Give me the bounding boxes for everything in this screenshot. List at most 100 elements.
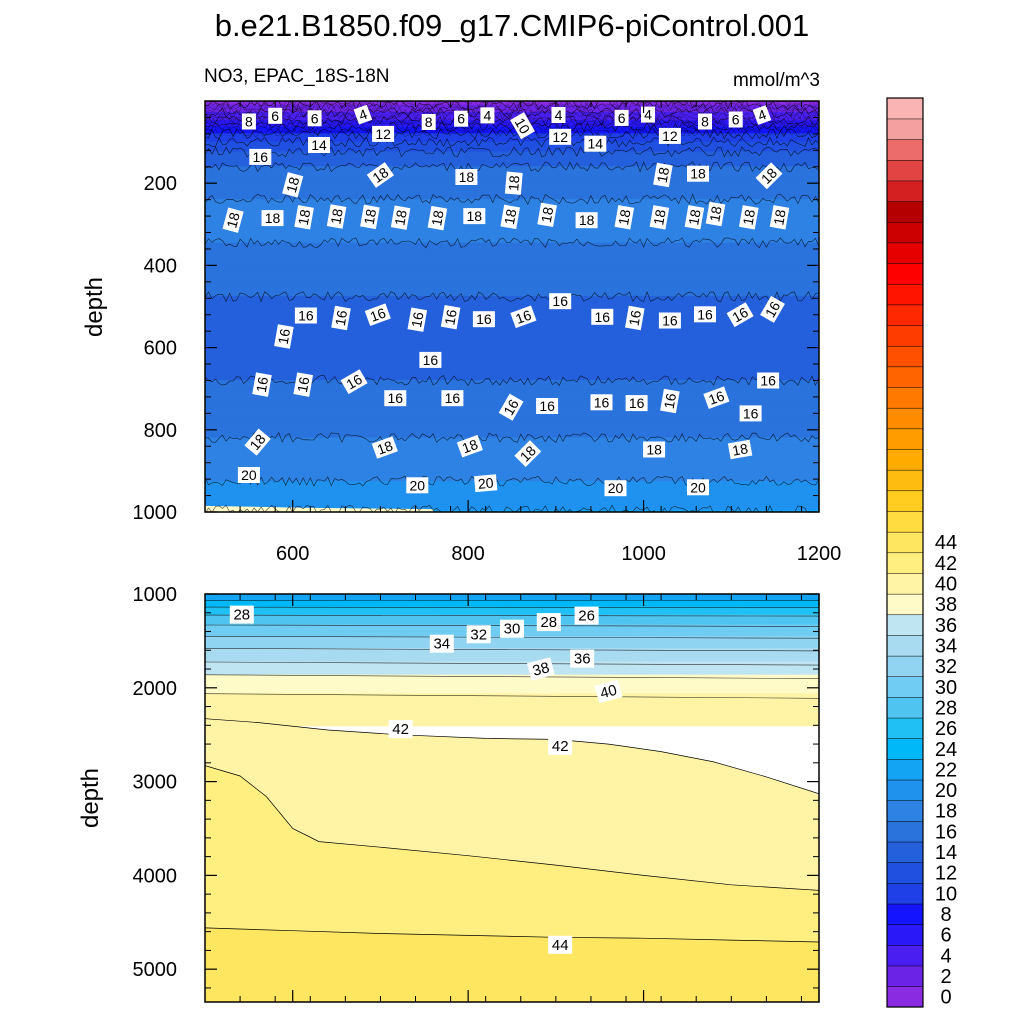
upper-contour-label: 18 <box>687 165 709 182</box>
lower-contour-label-box <box>466 625 491 644</box>
upper-contour-label: 16 <box>249 148 272 165</box>
lower-contour-label-text: 30 <box>504 621 521 638</box>
upper-contour-label-box <box>739 205 759 230</box>
upper-contour-label-box <box>705 201 726 227</box>
upper-contour-label: 18 <box>727 439 753 460</box>
upper-contour-label-box <box>308 137 330 153</box>
upper-contour-label-text: 12 <box>552 129 568 145</box>
upper-contour-label: 20 <box>474 474 498 493</box>
colorbar-swatch <box>886 676 924 698</box>
lower-contour-label: 32 <box>466 625 491 644</box>
upper-contour-label-text: 12 <box>662 128 678 144</box>
colorbar-tick-label: 10 <box>935 883 957 905</box>
upper-contour-label: 16 <box>472 311 495 328</box>
upper-contour-line <box>205 121 819 133</box>
upper-contour-label: 6 <box>454 110 469 127</box>
lower-y-axis-label: depth <box>77 768 104 828</box>
upper-x-tick-label: 1200 <box>797 543 842 565</box>
upper-contour-label-text: 14 <box>588 136 604 152</box>
colorbar-swatch <box>886 882 924 905</box>
colorbar-swatch <box>886 345 924 368</box>
upper-contour-label: 16 <box>331 305 351 331</box>
upper-contour-label-text: 16 <box>762 298 784 320</box>
upper-contour-label-box <box>498 393 524 421</box>
upper-contour-label: 12 <box>372 125 395 142</box>
lower-fill-region <box>205 927 819 1002</box>
upper-contour-label: 18 <box>500 204 520 230</box>
figure-title: b.e21.B1850.f09_g17.CMIP6-piControl.001 <box>215 8 810 43</box>
upper-contour-label: 12 <box>549 128 572 145</box>
upper-contour-line <box>205 111 819 121</box>
upper-contour-label-text: 18 <box>391 208 409 226</box>
upper-contour-label-box <box>649 205 670 230</box>
lower-contour-label: 38 <box>526 657 555 681</box>
upper-contour-label: 18 <box>769 205 790 230</box>
upper-contour-label-text: 18 <box>579 212 595 228</box>
colorbar-swatch <box>886 965 924 987</box>
upper-contour-label: 6 <box>307 110 322 127</box>
upper-contour-line <box>205 136 819 148</box>
colorbar-swatch <box>886 366 924 388</box>
colorbar-tick-label: 36 <box>935 615 957 637</box>
lower-contour-label-text: 42 <box>552 738 569 755</box>
variable-label: NO3, EPAC_18S-18N <box>204 66 390 87</box>
upper-contour-label-text: 16 <box>500 396 522 418</box>
upper-contour-label-text: 20 <box>477 475 494 492</box>
upper-contour-label: 18 <box>504 171 523 195</box>
upper-contour-label-text: 18 <box>690 166 706 182</box>
lower-contour-label-box <box>429 634 454 653</box>
upper-contour-label: 18 <box>390 205 411 230</box>
upper-contour-label: 4 <box>353 104 373 125</box>
colorbar-tick-label: 18 <box>935 801 957 823</box>
upper-contour-label-text: 6 <box>732 112 740 128</box>
upper-contour-label-box <box>739 405 762 422</box>
colorbar-swatch <box>886 304 924 326</box>
upper-contour-label-box <box>360 204 380 230</box>
upper-plot-frame <box>204 100 820 513</box>
upper-contour-label-text: 16 <box>729 304 751 326</box>
upper-contour-label: 16 <box>407 307 428 332</box>
upper-contour-label-text: 16 <box>626 309 644 327</box>
upper-contour-label: 16 <box>536 398 559 414</box>
lower-contour-label-text: 44 <box>552 937 569 954</box>
upper-contour-label-text: 16 <box>760 373 776 389</box>
upper-contour-label-text: 16 <box>595 309 611 325</box>
upper-contour-label-text: 18 <box>615 208 633 226</box>
upper-contour-label-text: 8 <box>425 114 433 130</box>
upper-contour-label-text: 18 <box>459 169 475 185</box>
upper-contour-label-box <box>282 172 304 198</box>
upper-contour-label: 18 <box>371 436 398 459</box>
upper-contour-label-box <box>455 169 478 185</box>
upper-contour-label-text: 16 <box>332 309 350 327</box>
upper-contour-label-box <box>510 305 537 329</box>
upper-contour-line <box>205 105 819 114</box>
upper-contour-label: 16 <box>419 351 442 368</box>
lower-contour-line <box>205 674 819 679</box>
upper-contour-label: 12 <box>658 127 681 144</box>
lower-contour-label-text: 40 <box>598 682 619 703</box>
colorbar-swatch <box>886 159 924 182</box>
lower-contour-label-text: 38 <box>531 659 552 680</box>
colorbar-tick-label: 20 <box>935 780 957 802</box>
colorbar-tick-label: 40 <box>935 574 957 596</box>
upper-contour-label: 18 <box>455 169 478 185</box>
lower-contour-fill <box>205 594 819 1002</box>
colorbar-swatch <box>886 263 924 285</box>
upper-contour-label: 20 <box>604 480 627 497</box>
upper-contour-label-box <box>549 128 572 145</box>
lower-contour-label: 36 <box>570 649 595 668</box>
lower-contour-label-text: 28 <box>233 607 250 624</box>
lower-y-tick-label: 3000 <box>133 772 178 794</box>
colorbar-swatch <box>886 903 924 925</box>
upper-contour-label-text: 16 <box>388 390 404 406</box>
upper-contour-label-box <box>658 127 681 144</box>
upper-contour-label: 16 <box>739 405 762 422</box>
upper-contour-label-text: 16 <box>294 375 312 393</box>
upper-contour-label: 16 <box>294 307 317 324</box>
colorbar-swatch <box>886 407 924 430</box>
upper-contour-line <box>205 121 819 131</box>
upper-contour-label-box <box>406 477 429 494</box>
upper-contour-label: 16 <box>364 303 391 326</box>
units-label: mmol/m^3 <box>733 70 820 91</box>
lower-contour-line <box>205 648 819 652</box>
